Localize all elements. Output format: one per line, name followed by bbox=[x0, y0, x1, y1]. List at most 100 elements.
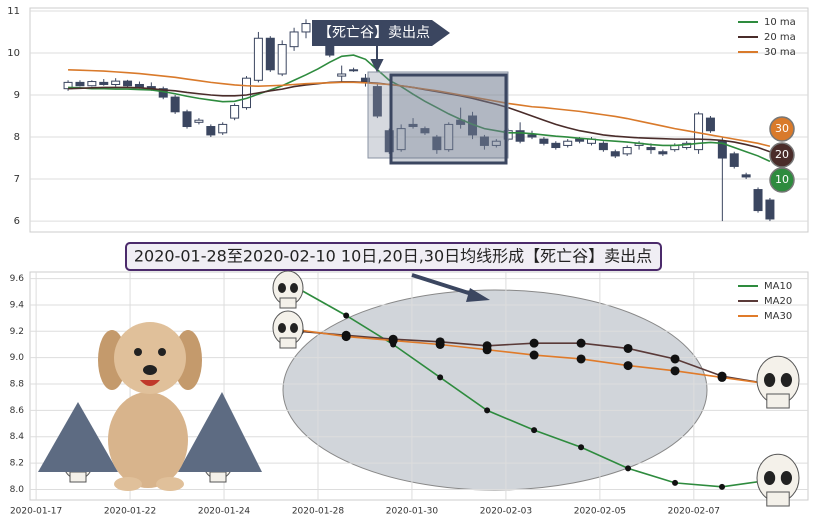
point bbox=[672, 479, 679, 486]
y-tick-label: 7 bbox=[14, 174, 20, 185]
skull-jaw bbox=[209, 471, 227, 483]
candle-body bbox=[610, 151, 620, 157]
y-tick-label: 8.4 bbox=[10, 432, 25, 442]
y-tick-label: 10 bbox=[7, 48, 20, 59]
candle-body bbox=[206, 126, 216, 136]
legend-label: 30 ma bbox=[764, 47, 796, 58]
illustration bbox=[38, 322, 262, 491]
candle-body bbox=[111, 80, 121, 85]
point bbox=[484, 407, 491, 414]
candle-body bbox=[87, 81, 97, 87]
point bbox=[623, 361, 633, 371]
mountain bbox=[38, 402, 118, 472]
candle-body bbox=[551, 142, 561, 149]
candle-body bbox=[622, 147, 632, 155]
annotation-text: 【死亡谷】卖出点 bbox=[318, 25, 430, 41]
y-tick-label: 9.0 bbox=[10, 353, 25, 363]
dog-eye bbox=[158, 348, 166, 356]
dog-paw bbox=[114, 477, 142, 491]
candle-body bbox=[123, 80, 133, 87]
candle-body bbox=[349, 69, 359, 72]
legend-label: 10 ma bbox=[764, 17, 796, 28]
candle-body bbox=[253, 37, 263, 81]
annotation-box bbox=[312, 20, 450, 46]
candle-body bbox=[408, 123, 418, 128]
y-tick-label: 8.2 bbox=[10, 459, 24, 469]
candle-body bbox=[432, 136, 442, 151]
point bbox=[482, 345, 492, 355]
skull-jaw bbox=[279, 337, 297, 349]
candle-body bbox=[705, 117, 715, 132]
legend-label: MA10 bbox=[764, 281, 792, 292]
y-tick-label: 6 bbox=[14, 216, 20, 227]
skull-jaw bbox=[69, 471, 87, 483]
ma-line bbox=[68, 54, 771, 163]
skull-eye bbox=[290, 323, 298, 333]
x-tick-label: 2020-01-17 bbox=[10, 507, 62, 517]
candle-body bbox=[729, 153, 739, 167]
candle-body bbox=[420, 128, 430, 134]
x-tick-label: 2020-02-07 bbox=[668, 507, 720, 517]
skull-eye bbox=[764, 373, 776, 387]
title-box bbox=[125, 242, 662, 271]
candle-body bbox=[563, 140, 573, 146]
candle-body bbox=[753, 189, 763, 212]
badge-label: 30 bbox=[775, 122, 789, 135]
point bbox=[531, 427, 538, 434]
point bbox=[623, 343, 633, 353]
candle-body bbox=[765, 199, 775, 220]
candle-body bbox=[372, 86, 382, 117]
x-tick-label: 2020-01-30 bbox=[386, 507, 439, 517]
y-tick-label: 9.4 bbox=[10, 300, 25, 310]
badge-label: 10 bbox=[775, 173, 789, 186]
skull-jaw bbox=[766, 491, 790, 507]
dog-mouth bbox=[140, 380, 160, 386]
candle-body bbox=[575, 138, 585, 142]
candle-body bbox=[479, 136, 489, 146]
y-tick-label: 11 bbox=[7, 6, 20, 17]
candle-body bbox=[444, 123, 454, 151]
point bbox=[670, 354, 680, 364]
candle-body bbox=[242, 77, 252, 109]
candle-body bbox=[598, 142, 608, 151]
point bbox=[341, 332, 351, 342]
point bbox=[437, 374, 444, 381]
badge bbox=[769, 167, 795, 193]
badge bbox=[769, 142, 795, 168]
y-tick-label: 9 bbox=[14, 90, 20, 101]
point bbox=[529, 350, 539, 360]
top-layer: 6 7 8 9 10 11 10 ma 20 ma 30 ma 10 20 30 bbox=[7, 6, 808, 227]
dog-head bbox=[114, 322, 186, 394]
y-tick-label: 9.2 bbox=[10, 327, 24, 337]
candle-body bbox=[289, 31, 299, 48]
badge-label: 20 bbox=[775, 148, 789, 161]
y-tick-label: 8.0 bbox=[10, 485, 25, 495]
point bbox=[719, 483, 726, 490]
candle-body bbox=[539, 138, 549, 144]
chart-title: 2020-01-28至2020-02-10 10日,20日,30日均线形成【死亡… bbox=[134, 247, 652, 266]
candle-body bbox=[301, 23, 311, 33]
point bbox=[576, 338, 586, 348]
dog-paw bbox=[156, 477, 184, 491]
skull-eye bbox=[780, 471, 793, 485]
point bbox=[578, 444, 585, 451]
legend-label: 20 ma bbox=[764, 32, 796, 43]
annotation-arrow bbox=[370, 46, 384, 73]
x-tick-label: 2020-01-22 bbox=[104, 507, 156, 517]
dog-body bbox=[108, 392, 188, 488]
candle-body bbox=[658, 151, 668, 155]
skull-jaw bbox=[766, 393, 790, 409]
candle-body bbox=[741, 174, 751, 178]
x-tick-label: 2020-01-24 bbox=[198, 507, 251, 517]
candle-body bbox=[182, 111, 192, 128]
candle-body bbox=[218, 123, 228, 134]
skull-eye bbox=[780, 373, 793, 387]
point bbox=[343, 312, 350, 319]
skull-eye bbox=[764, 471, 776, 485]
candle-body bbox=[527, 134, 537, 138]
dog-eye bbox=[134, 348, 142, 356]
point bbox=[576, 354, 586, 364]
skull-jaw bbox=[279, 297, 297, 309]
skull-eye bbox=[278, 283, 286, 293]
badge bbox=[769, 116, 795, 142]
